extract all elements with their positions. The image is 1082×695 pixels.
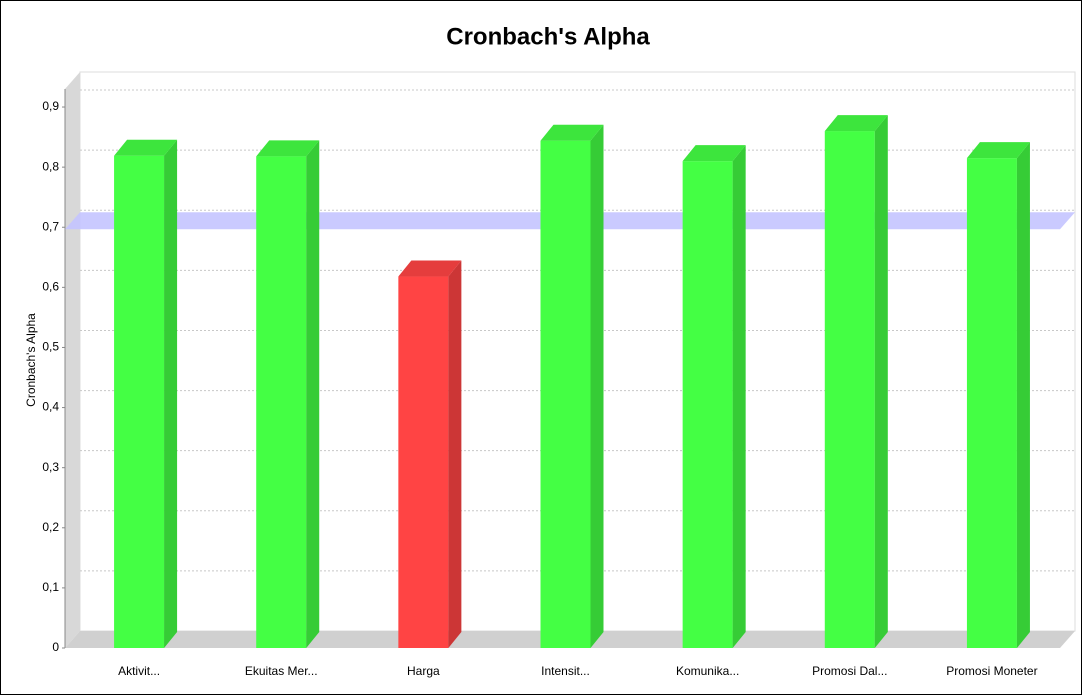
bar-side xyxy=(1016,142,1030,648)
bar xyxy=(256,156,307,648)
bar-top xyxy=(114,139,178,156)
bar-top-shade xyxy=(682,145,746,162)
bar-top-shade xyxy=(398,260,462,277)
y-tick-label: 0,7 xyxy=(42,219,59,233)
bar xyxy=(682,161,733,648)
bar-side-shade xyxy=(1016,142,1030,648)
y-tick-label: 0,8 xyxy=(42,159,59,173)
y-tick-label: 0,5 xyxy=(42,340,59,354)
x-tick-label: Aktivit... xyxy=(118,664,160,678)
bar xyxy=(824,131,875,649)
bar-side xyxy=(164,139,178,648)
bar-side xyxy=(590,124,604,648)
bar-top xyxy=(824,115,888,132)
bar-side xyxy=(306,140,320,648)
bar-side-shade xyxy=(874,115,888,649)
bar-top xyxy=(682,145,746,162)
bar-top xyxy=(256,140,320,157)
bar xyxy=(540,140,591,648)
bar-top xyxy=(540,124,604,141)
y-tick-label: 0,9 xyxy=(42,99,59,113)
bar xyxy=(114,155,165,648)
x-tick-label: Promosi Moneter xyxy=(946,664,1037,678)
y-tick-label: 0,3 xyxy=(42,460,59,474)
bar-top-shade xyxy=(114,139,178,156)
bar-top xyxy=(398,260,462,277)
x-tick-label: Ekuitas Mer... xyxy=(245,664,318,678)
bar-top-shade xyxy=(256,140,320,157)
bar-top xyxy=(966,142,1030,159)
y-tick-label: 0,1 xyxy=(42,580,59,594)
left-wall xyxy=(65,72,80,648)
bar-top-shade xyxy=(540,124,604,141)
y-axis-label: Cronbach's Alpha xyxy=(24,313,38,407)
y-tick-label: 0,4 xyxy=(42,400,59,414)
chart-title: Cronbach's Alpha xyxy=(446,23,650,50)
bar-side-shade xyxy=(448,260,462,648)
bar-side-shade xyxy=(164,139,178,648)
bar-side xyxy=(732,145,746,648)
y-tick-label: 0 xyxy=(52,640,59,654)
bar-side-shade xyxy=(306,140,320,648)
x-tick-label: Promosi Dal... xyxy=(812,664,887,678)
y-tick-label: 0,2 xyxy=(42,520,59,534)
bar-top-shade xyxy=(966,142,1030,159)
bar-side-shade xyxy=(732,145,746,648)
y-tick-label: 0,6 xyxy=(42,280,59,294)
bar-side xyxy=(874,115,888,649)
x-tick-label: Komunika... xyxy=(676,664,739,678)
bar-side xyxy=(448,260,462,648)
bar-top-shade xyxy=(824,115,888,132)
bar-side-shade xyxy=(590,124,604,648)
x-tick-label: Intensit... xyxy=(541,664,590,678)
bar xyxy=(398,276,449,648)
bar xyxy=(966,158,1017,648)
x-tick-label: Harga xyxy=(407,664,440,678)
